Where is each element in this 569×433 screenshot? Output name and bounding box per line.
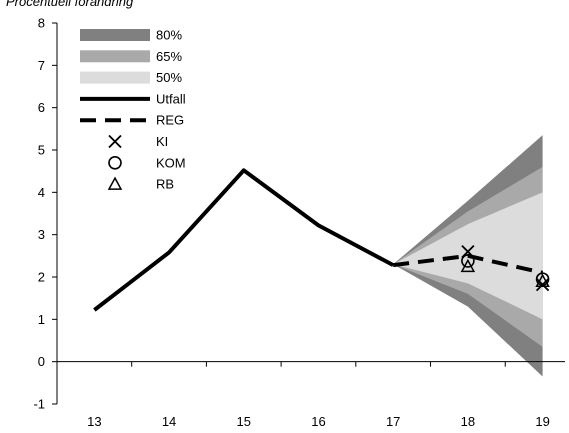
series-point-kom (461, 254, 475, 268)
legend-label: KI (156, 134, 168, 149)
x-tick-label: 19 (535, 414, 549, 429)
axes: -1 0 1 2 3 4 5 6 7 8 13 14 15 16 17 18 19 (33, 16, 565, 429)
series-line-reg (392, 253, 544, 275)
x-tick-label: 17 (386, 414, 400, 429)
x-tick-label: 15 (237, 414, 251, 429)
legend-swatch-65pct (80, 50, 150, 63)
legend-label: KOM (156, 155, 186, 170)
legend-label: 50% (156, 70, 182, 85)
y-tick-label: 1 (38, 312, 45, 327)
y-tick-label: 8 (38, 16, 45, 31)
y-tick-label: 5 (38, 143, 45, 158)
legend-swatch-rb (107, 176, 123, 190)
y-tick-label: 2 (38, 270, 45, 285)
x-tick-label: 18 (461, 414, 475, 429)
legend-label: Utfall (156, 91, 186, 106)
y-tick-label: -1 (33, 397, 45, 412)
series-point-rb (535, 273, 550, 287)
legend-label: 65% (156, 49, 182, 64)
chart-subtitle: Procentuell förändring (6, 0, 134, 9)
y-tick-label: 4 (38, 185, 45, 200)
series-line-utfall (93, 168, 395, 312)
legend-label: 80% (156, 28, 182, 43)
x-tick-label: 14 (162, 414, 176, 429)
series-point-rb (460, 258, 476, 273)
series-layer (93, 168, 550, 312)
legend-label: REG (156, 113, 184, 128)
legend-swatch-50pct (80, 71, 150, 84)
y-tick-label: 3 (38, 227, 45, 242)
y-tick-label: 6 (38, 100, 45, 115)
legend: 80% 65% 50% Utfall REG KI KOM RB (80, 28, 186, 192)
legend-swatch-ki (108, 134, 122, 149)
legend-swatch-80pct (80, 29, 150, 41)
legend-swatch-kom (108, 156, 122, 170)
y-tick-label: 7 (38, 58, 45, 73)
x-tick-label: 16 (311, 414, 325, 429)
legend-label: RB (156, 177, 174, 192)
series-point-kom (535, 272, 550, 286)
y-tick-label: 0 (38, 354, 45, 369)
x-tick-label: 13 (87, 414, 101, 429)
